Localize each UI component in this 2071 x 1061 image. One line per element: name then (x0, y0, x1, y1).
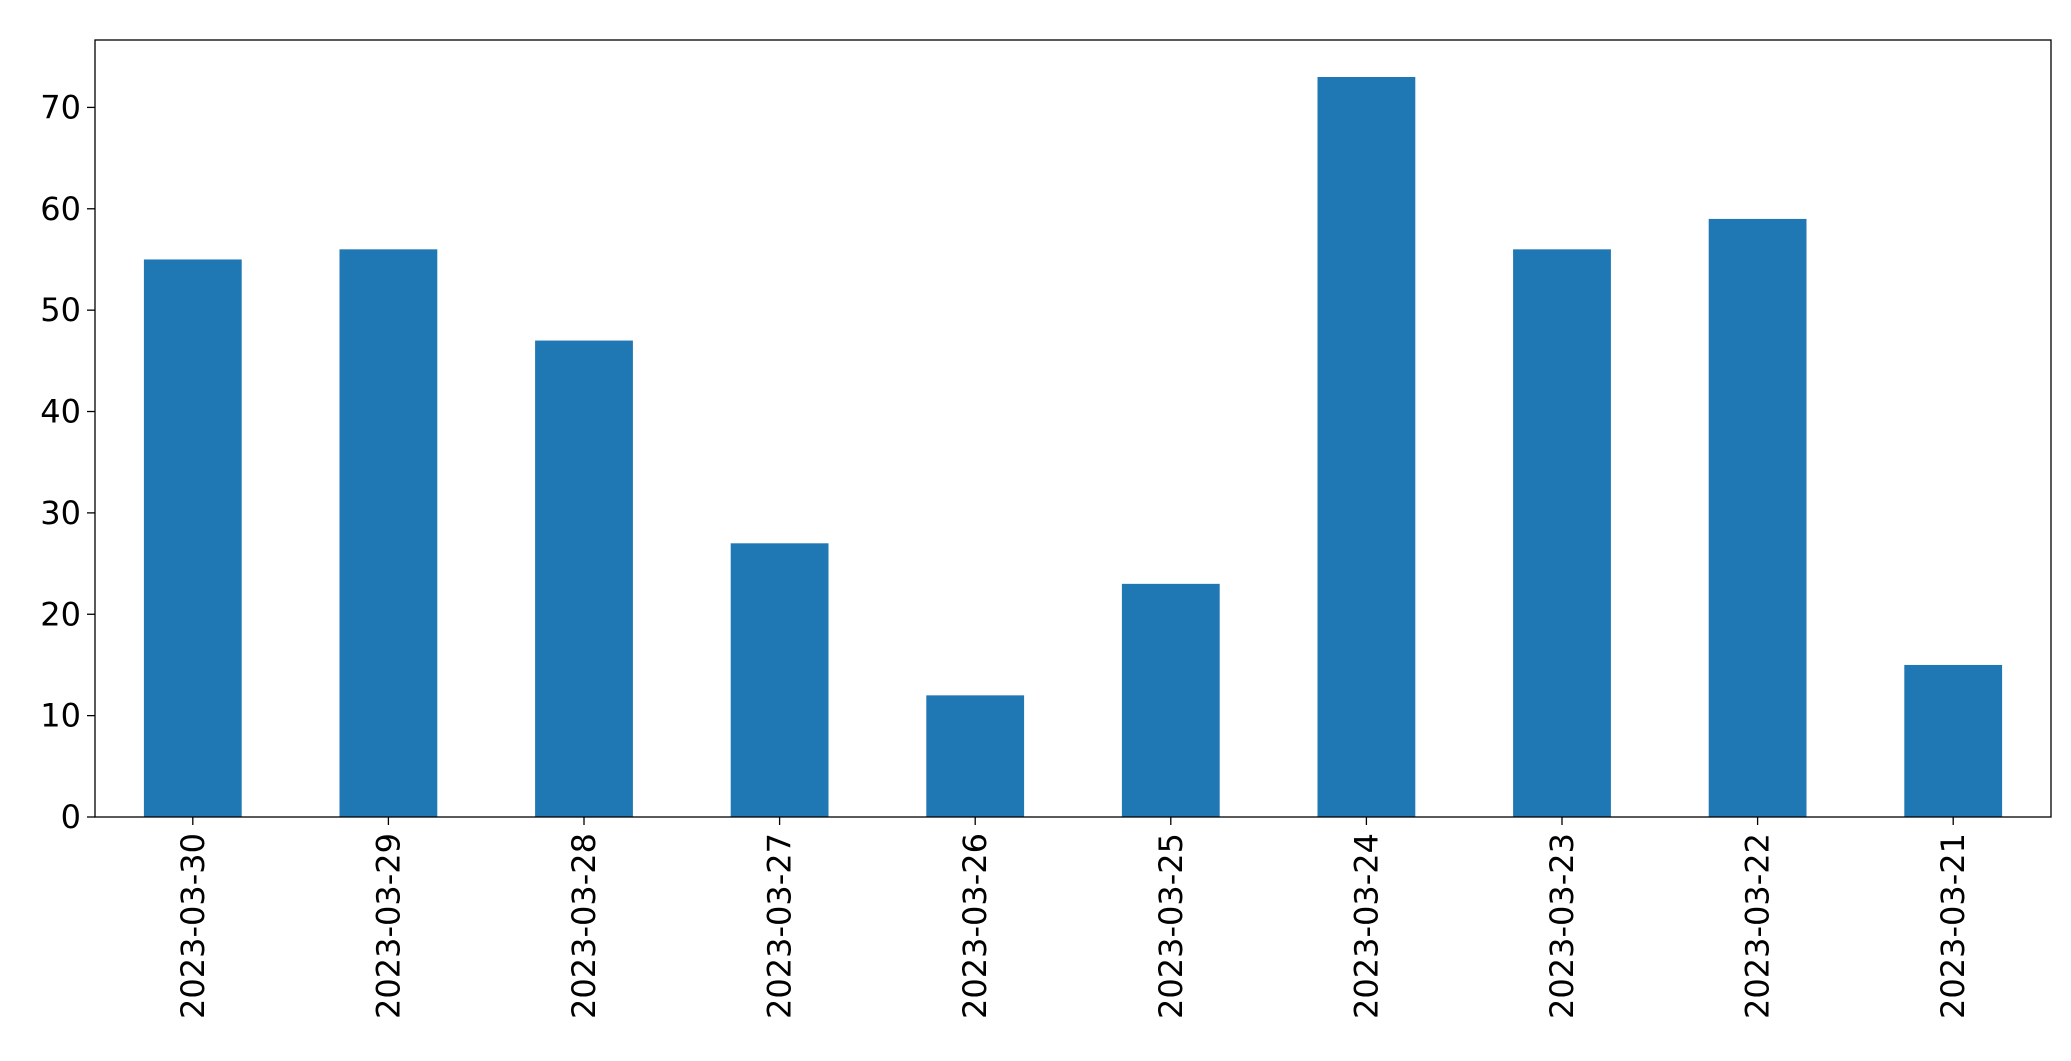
y-tick-label: 70 (40, 88, 81, 126)
x-tick-label: 2023-03-26 (956, 833, 994, 1019)
y-tick-label: 20 (40, 595, 81, 633)
x-tick-label: 2023-03-29 (369, 833, 407, 1019)
y-tick-label: 40 (40, 393, 81, 431)
bar (1904, 664, 2003, 817)
bar (1121, 583, 1220, 817)
bar (1317, 77, 1416, 817)
y-tick-label: 60 (40, 190, 81, 228)
x-tick-label: 2023-03-24 (1347, 833, 1385, 1019)
x-tick-label: 2023-03-21 (1934, 833, 1972, 1019)
y-tick-label: 50 (40, 291, 81, 329)
x-tick-label: 2023-03-22 (1739, 833, 1777, 1019)
plot-frame (94, 39, 2052, 818)
y-tick-label: 0 (61, 798, 81, 836)
bar (730, 543, 829, 817)
x-tick-label: 2023-03-27 (761, 833, 799, 1019)
x-tick-label: 2023-03-30 (174, 833, 212, 1019)
y-tick-label: 30 (40, 494, 81, 532)
x-tick-label: 2023-03-28 (565, 833, 603, 1019)
x-tick-label: 2023-03-23 (1543, 833, 1581, 1019)
bar (339, 249, 438, 818)
bar (1708, 218, 1807, 818)
y-tick-label: 10 (40, 697, 81, 735)
bar (1513, 249, 1611, 818)
x-tick-label: 2023-03-25 (1152, 833, 1190, 1019)
bar (926, 695, 1025, 817)
bar (535, 340, 633, 817)
bar (143, 259, 242, 817)
